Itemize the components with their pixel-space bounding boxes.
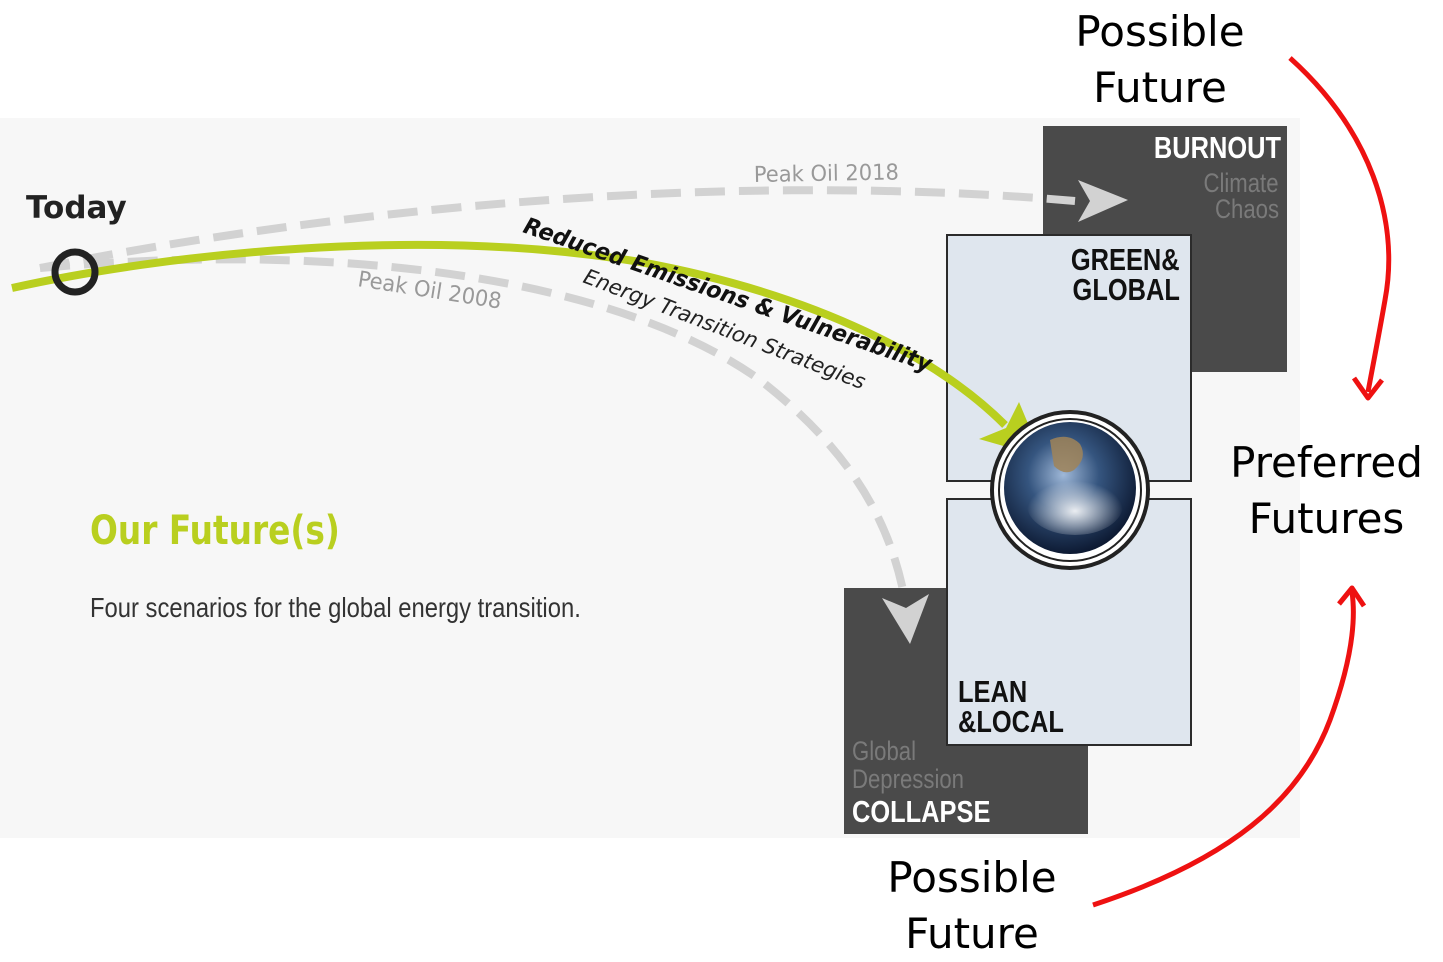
red-arrow-bottom-head — [1337, 585, 1367, 608]
green-global-title-1: GREEN& — [1071, 242, 1180, 277]
peak-oil-2008-arrowhead — [882, 594, 929, 644]
red-arrow-bottom — [1092, 591, 1356, 908]
green-global-title-2: GLOBAL — [1072, 272, 1180, 307]
burnout-sub-climate: Climate — [1203, 168, 1279, 198]
preferred-futures-text: Preferred Futures — [1230, 438, 1423, 543]
lean-local-title-1: LEAN — [958, 674, 1028, 709]
earth-clouds — [1027, 475, 1123, 535]
red-arrow-top — [1288, 56, 1392, 393]
collapse-sub-depression: Depression — [852, 764, 964, 794]
globe-ring-inner — [998, 418, 1142, 562]
path-main-bold-label: Reduced Emissions & Vulnerability — [520, 213, 936, 378]
preferred-futures-label: Preferred Futures — [1210, 435, 1443, 547]
burnout-sub-chaos: Chaos — [1215, 194, 1279, 224]
lean-local-box: LEAN &LOCAL — [946, 498, 1192, 746]
collapse-title: COLLAPSE — [852, 794, 991, 829]
energy-transition-path — [11, 241, 1008, 428]
peak-oil-2018-arrowhead — [1078, 180, 1128, 222]
today-marker — [51, 248, 99, 296]
peak-oil-2008-label: Peak Oil 2008 — [356, 267, 503, 314]
earth-landmass — [1050, 436, 1083, 473]
possible-future-bottom-text: Possible Future — [887, 853, 1057, 958]
peak-oil-2018-label: Peak Oil 2018 — [754, 160, 899, 188]
peak-oil-2018-path — [39, 186, 1076, 272]
collapse-sub-global: Global — [852, 736, 916, 766]
possible-future-top-text: Possible Future — [1075, 7, 1245, 112]
lean-local-title-2: &LOCAL — [958, 704, 1064, 739]
burnout-title: BURNOUT — [1153, 130, 1281, 165]
possible-future-bottom-label: Possible Future — [852, 850, 1092, 962]
today-label: Today — [26, 190, 127, 226]
peak-oil-2008-path — [39, 255, 909, 601]
possible-future-top-label: Possible Future — [1040, 4, 1280, 116]
red-arrow-top-head — [1351, 376, 1384, 401]
figure-subtitle: Four scenarios for the global energy tra… — [90, 592, 581, 623]
figure-title: Our Future(s) — [90, 508, 340, 554]
